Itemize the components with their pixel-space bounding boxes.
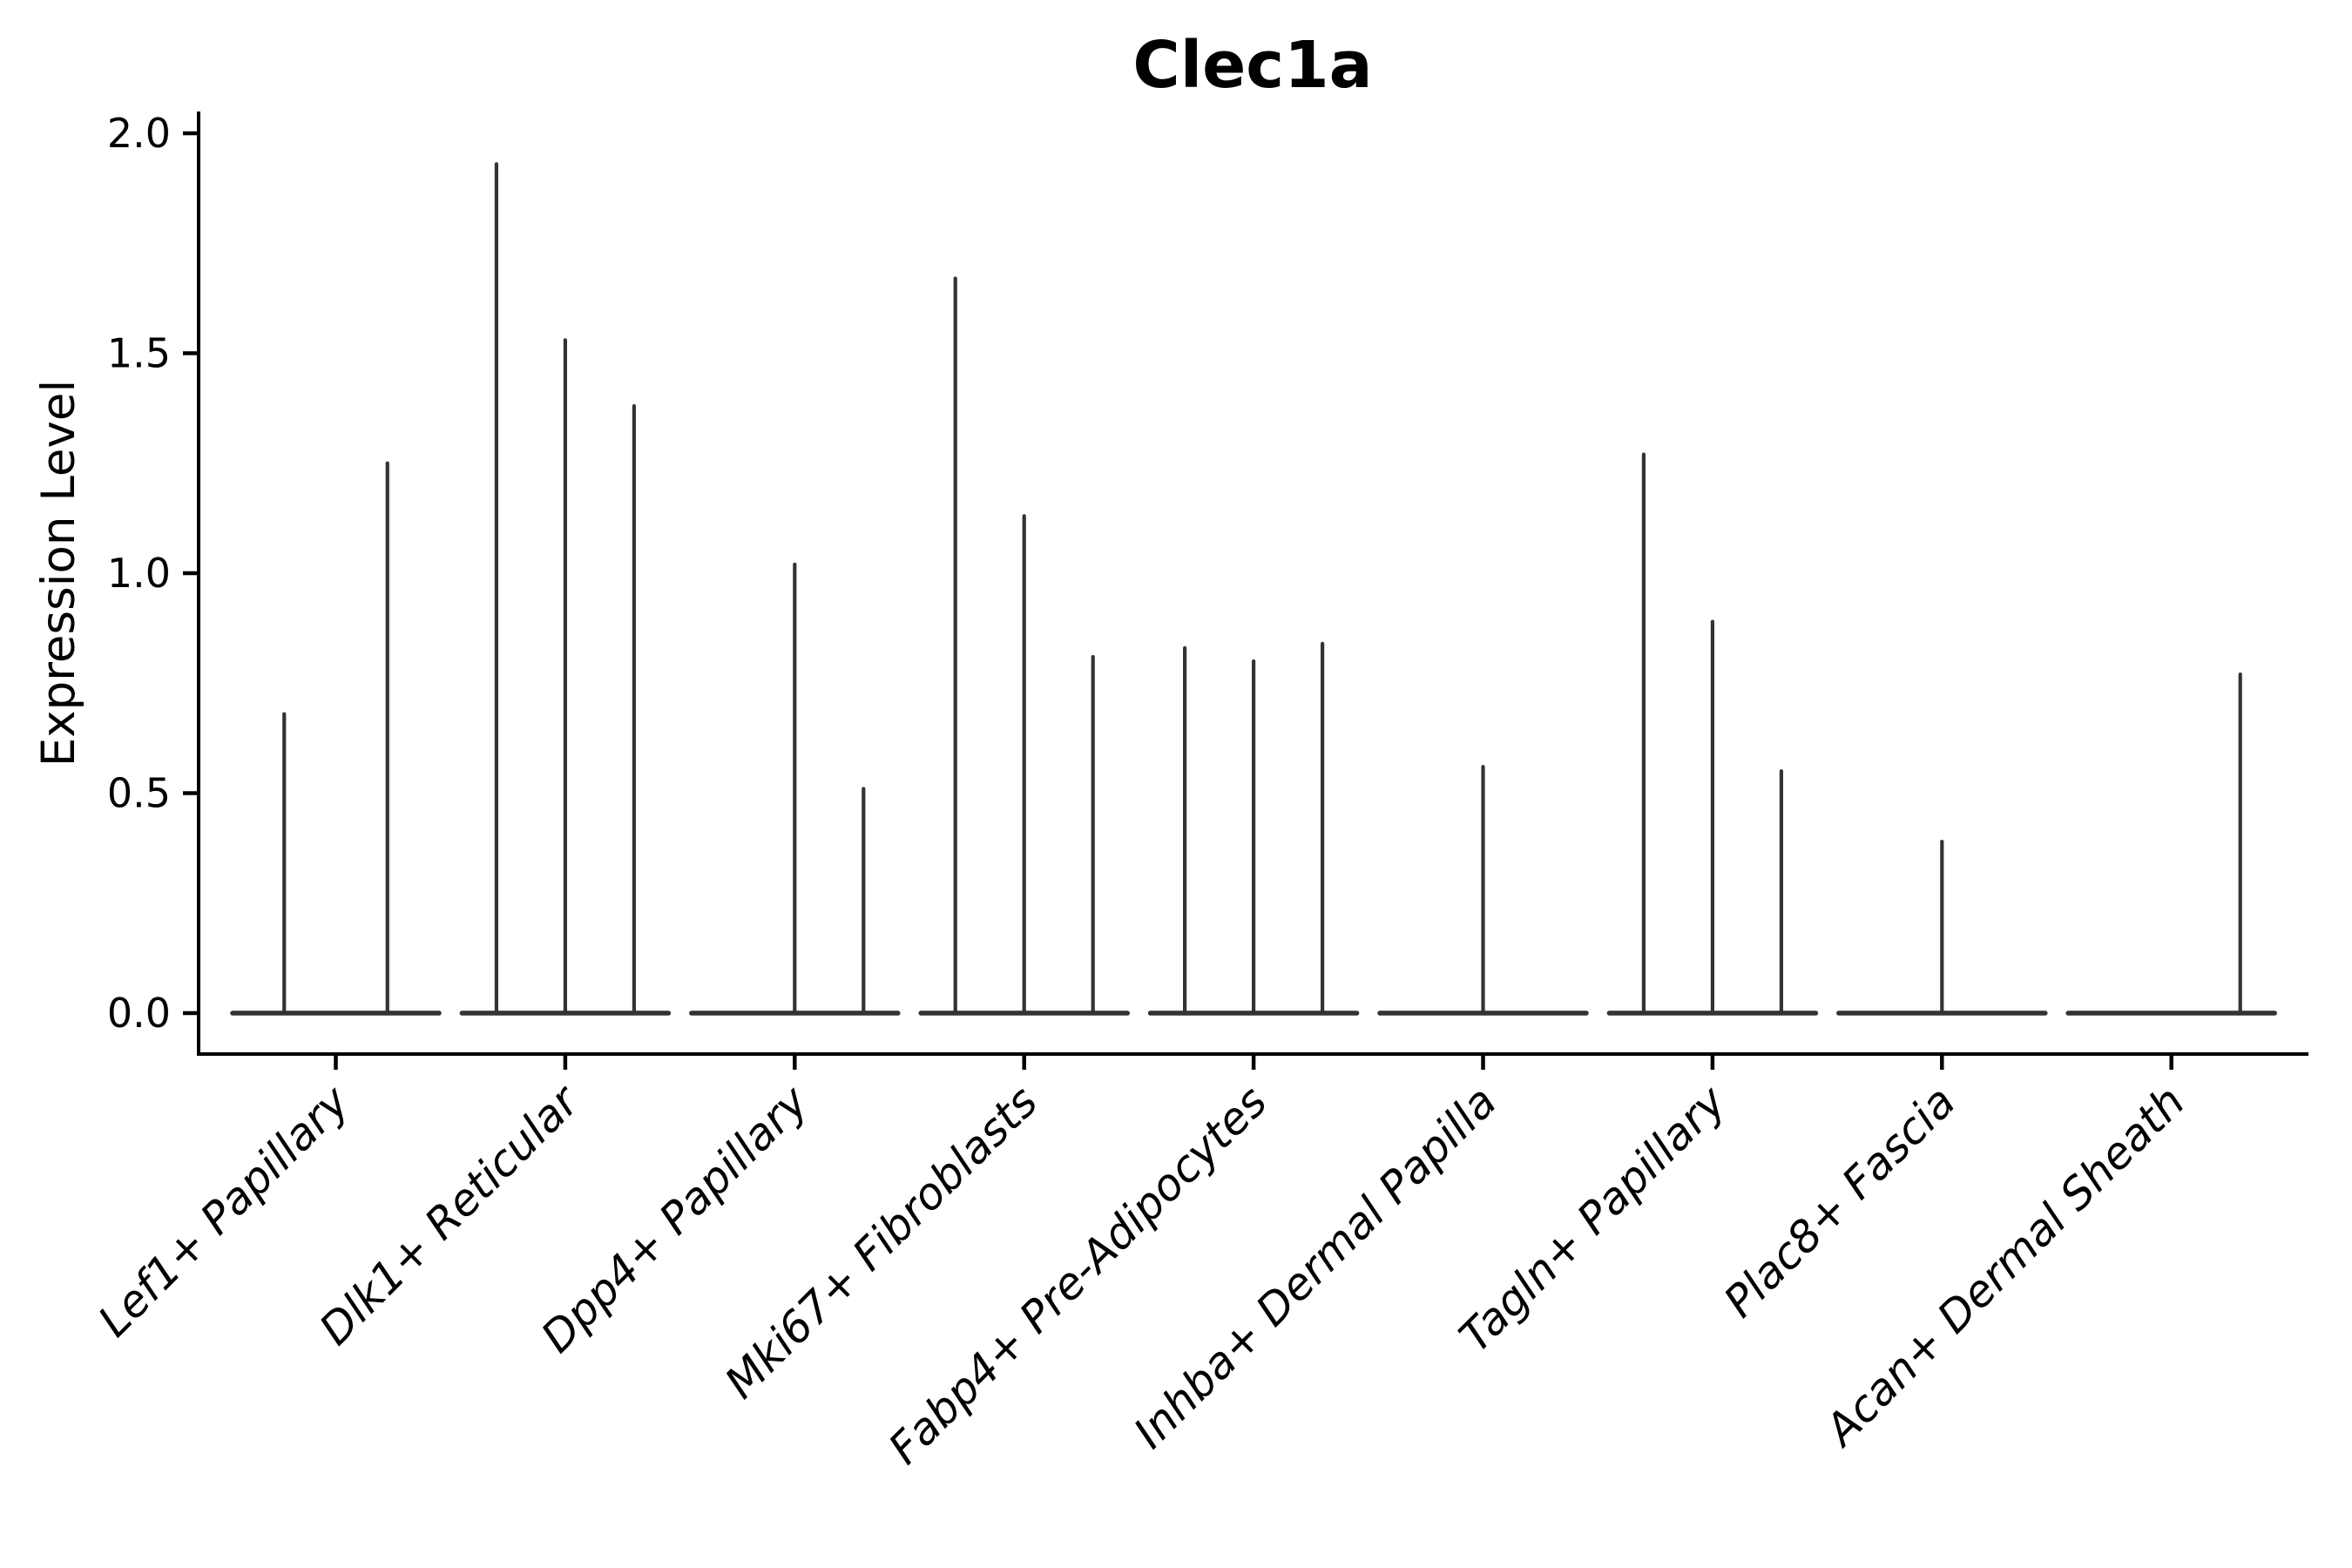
- y-tick-label: 0.0: [107, 990, 171, 1037]
- y-tick-label: 1.5: [107, 330, 171, 377]
- y-axis-ticks: 0.0 0.5 1.0 1.5 2.0: [107, 110, 199, 1037]
- plot-title: Clec1a: [1132, 28, 1372, 103]
- y-tick-label: 0.5: [107, 770, 171, 817]
- y-tick-label: 1.0: [107, 550, 171, 597]
- x-tick-label: Inhba+ Dermal Papilla: [1125, 1076, 1506, 1457]
- violin-series: [230, 162, 2277, 1016]
- y-axis-label: Expression Level: [32, 380, 85, 767]
- x-tick-label: Fabp4+ Pre-Adipocytes: [879, 1076, 1277, 1474]
- y-tick-label: 2.0: [107, 110, 171, 157]
- x-tick-label: Acan+ Dermal Sheath: [1814, 1076, 2194, 1456]
- x-tick-label: Plac8+ Fascia: [1714, 1076, 1965, 1327]
- x-tick-label: Lef1+ Papillary: [89, 1075, 360, 1346]
